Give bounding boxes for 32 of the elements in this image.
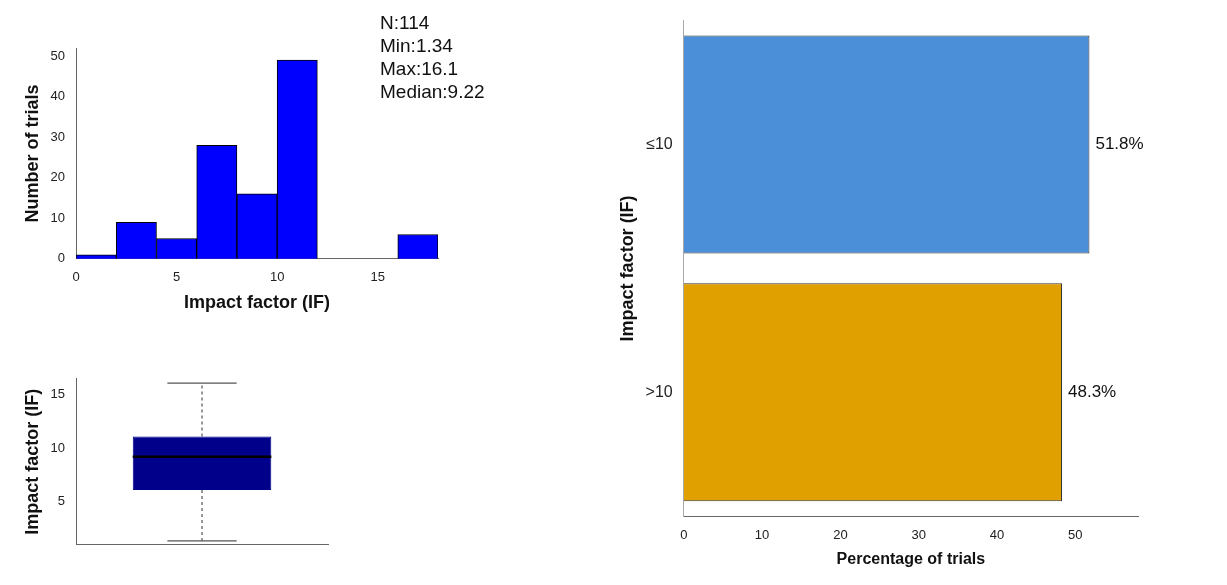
y-tick-label: 10 (50, 209, 66, 225)
x-tick-label: 10 (754, 526, 770, 542)
y-tick-label: 30 (50, 128, 66, 144)
y-tick-label: 40 (50, 88, 66, 104)
annotation: Max:16.1 (380, 57, 459, 79)
y-tick-label: >10 (645, 382, 673, 400)
x-tick-label: 50 (1068, 526, 1083, 542)
x-tick-label: 20 (833, 526, 848, 542)
data-label: 48.3% (1068, 381, 1117, 401)
data-label: 51.8% (1095, 134, 1144, 154)
y-tick-label: 10 (50, 439, 66, 455)
y-tick-label: 5 (57, 493, 66, 509)
x-tick-label: 5 (172, 269, 181, 285)
x-tick-label: 15 (370, 269, 385, 285)
x-tick-label: 10 (269, 269, 285, 285)
x-axis-title: Impact factor (IF) (184, 292, 331, 313)
x-tick-label: 40 (989, 526, 1005, 542)
y-tick-label: 15 (50, 386, 66, 402)
y-tick-label: ≤10 (646, 134, 673, 152)
annotation: Min:1.34 (380, 34, 454, 56)
y-axis-title: Number of trials (21, 84, 42, 223)
x-tick-label: 30 (911, 526, 926, 542)
y-tick-label: 0 (57, 250, 66, 266)
text: N:114 (380, 11, 430, 33)
y-tick-label: 20 (50, 169, 66, 185)
y-tick-label: 50 (50, 47, 66, 63)
x-axis-title: Percentage of trials (836, 549, 986, 567)
y-axis-title: Impact factor (IF) (616, 195, 637, 342)
y-axis-title: Impact factor (IF) (21, 388, 42, 535)
annotation: Median:9.22 (380, 80, 485, 102)
x-tick-label: 0 (72, 269, 80, 285)
x-tick-label: 0 (680, 526, 688, 542)
